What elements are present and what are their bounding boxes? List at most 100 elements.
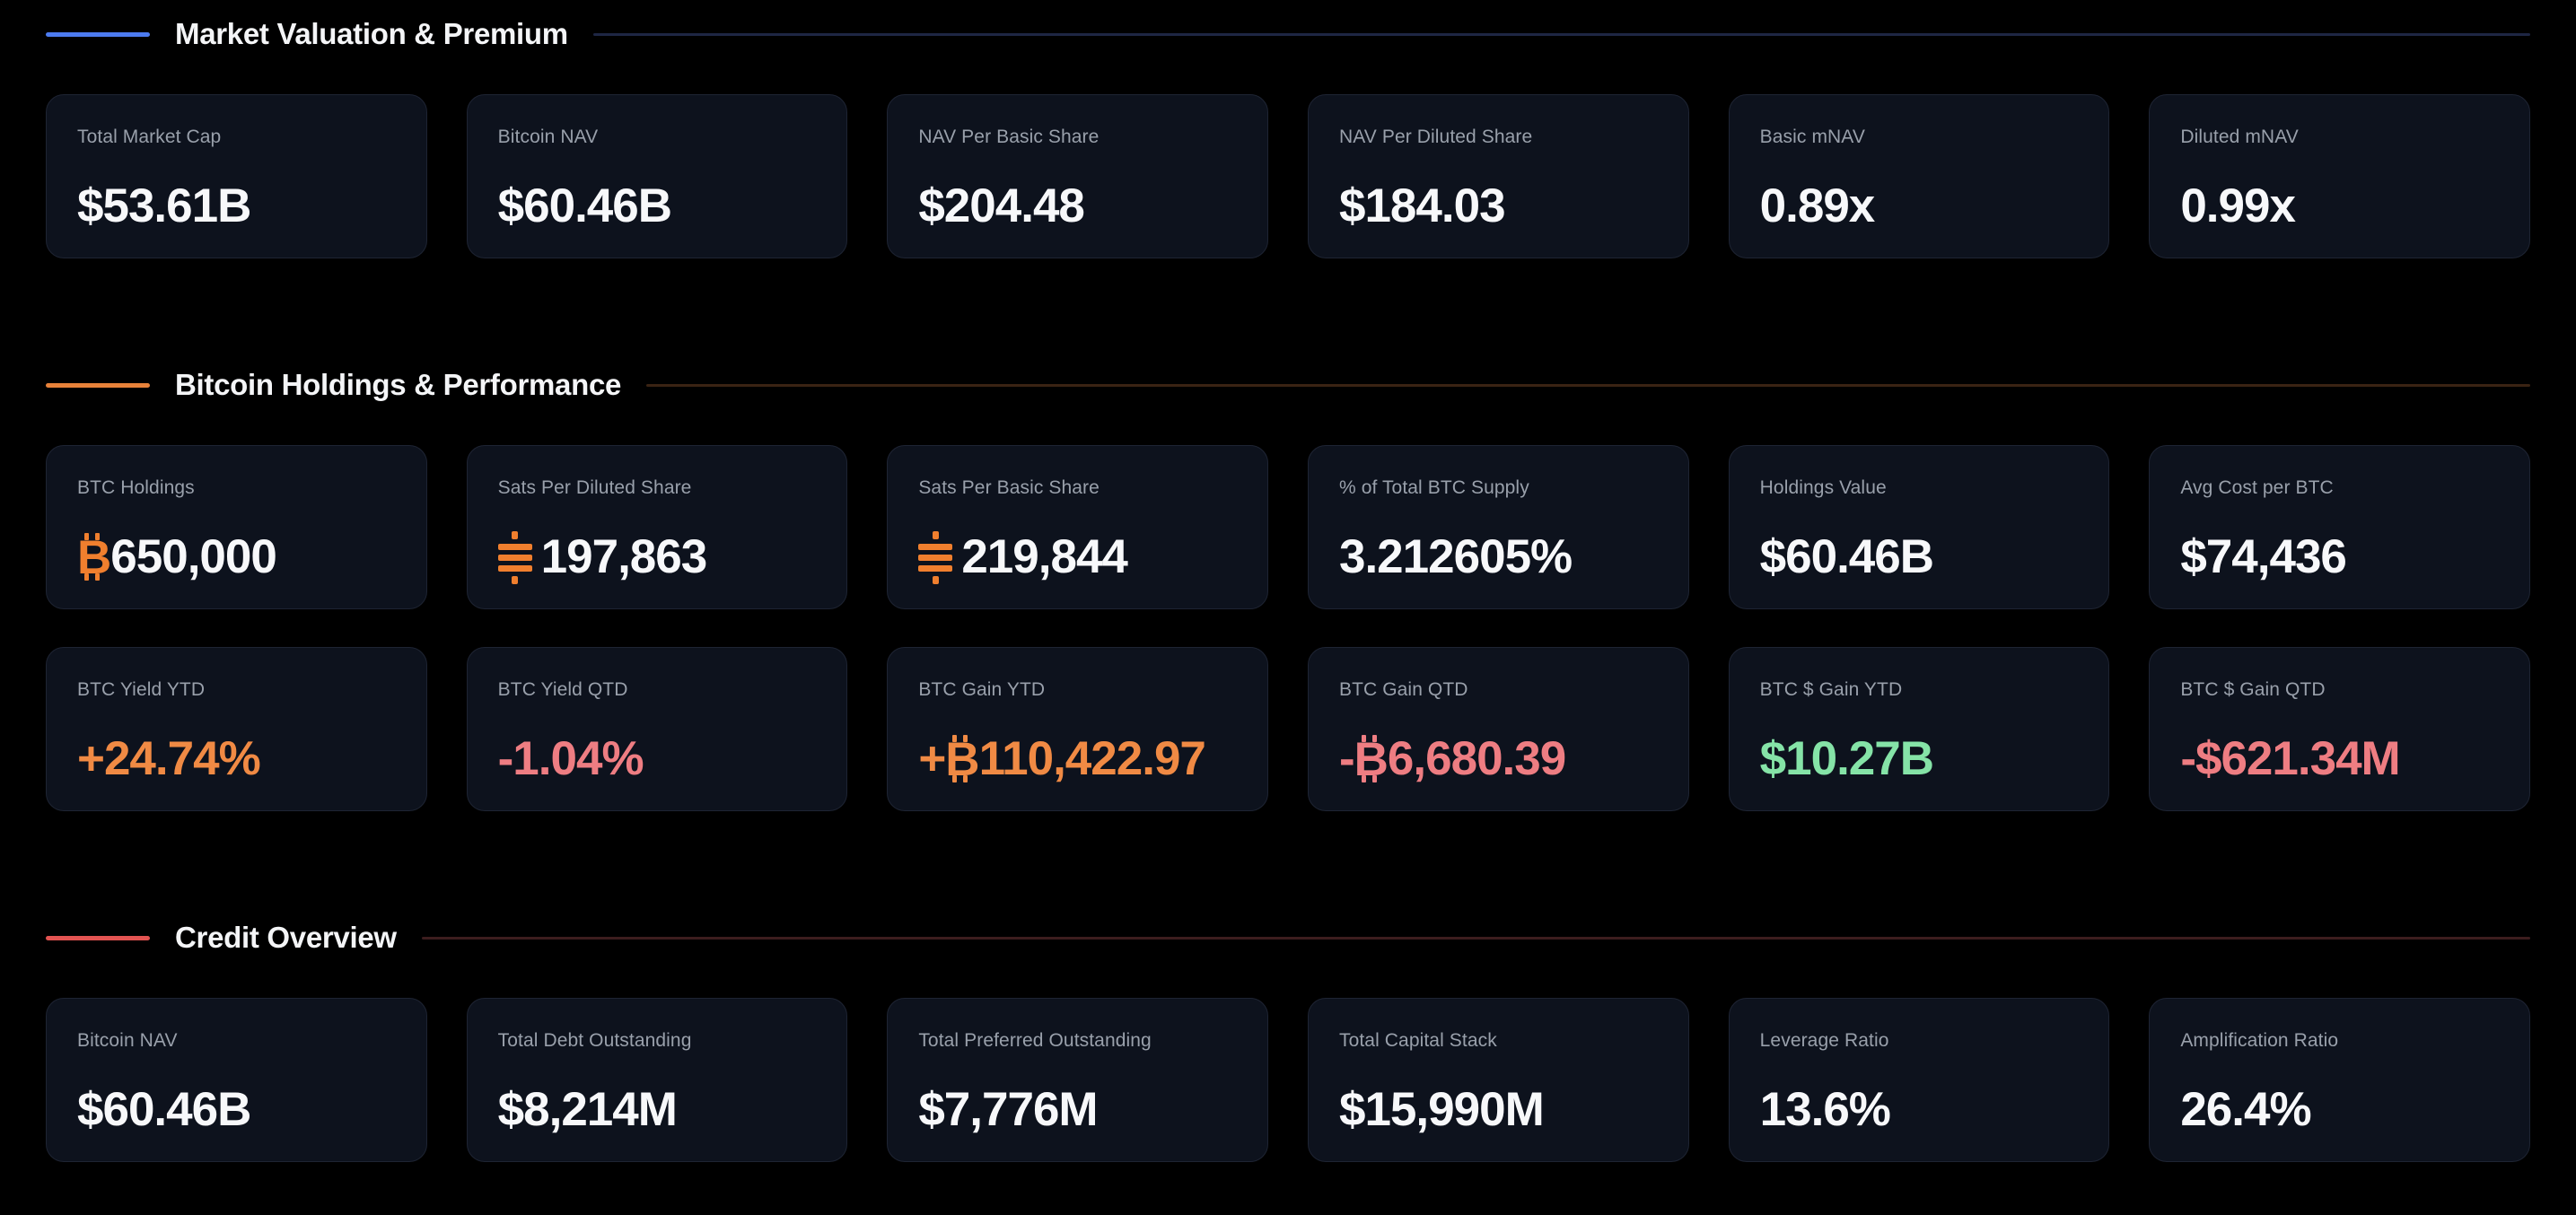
metric-value: 219,844 [918,530,1237,584]
metric-label: Total Market Cap [77,127,222,147]
metric-value-text: $8,214M [497,1083,678,1136]
metric-card: Avg Cost per BTC $74,436 [2149,445,2530,609]
metric-value-text: 3.212605% [1338,530,1573,583]
metric-label: Total Debt Outstanding [497,1030,692,1051]
metric-value: 13.6% [1760,1084,2079,1136]
metric-value: $60.46B [498,180,817,232]
metric-card: Amplification Ratio 26.4% [2149,998,2530,1162]
section-title: Bitcoin Holdings & Performance [175,368,622,401]
btc-symbol-icon: B [945,732,980,786]
metric-value-text: 26.4% [2180,1083,2311,1136]
metric-label: BTC $ Gain QTD [2180,679,2326,700]
metric-card: Leverage Ratio 13.6% [1728,998,2110,1162]
metric-value: $204.48 [918,180,1237,232]
metric-value-text: $15,990M [1338,1083,1545,1136]
metric-value-text: $184.03 [1338,179,1506,232]
metric-label: Basic mNAV [1759,127,1865,147]
metric-card: Bitcoin NAV $60.46B [466,94,848,258]
metric-value: 0.89x [1760,180,2079,232]
metric-label: NAV Per Diluted Share [1338,127,1533,147]
metric-value: 197,863 [497,530,817,584]
metric-card: BTC $ Gain QTD -$621.34M [2149,647,2530,811]
metric-card: NAV Per Diluted Share $184.03 [1307,94,1689,258]
metric-value-text: 197,863 [540,530,708,583]
metric-card: Sats Per Diluted Share 197,863 [466,445,848,609]
metric-value: 0.99x [2180,180,2499,232]
metric-label: Avg Cost per BTC [2180,477,2334,498]
metric-value-text: $10.27B [1759,732,1934,785]
metric-label: Bitcoin NAV [77,1030,178,1051]
sats-symbol-icon [918,530,953,584]
metric-value: $60.46B [77,1084,396,1136]
metric-value-text: 650,000 [110,530,277,583]
section-bitcoin-holdings: Bitcoin Holdings & Performance BTC Holdi… [46,363,2530,811]
metric-value: $53.61B [77,180,396,232]
section-credit-overview: Credit Overview Bitcoin NAV $60.46B Total … [46,916,2530,1162]
metric-card-grid: BTC Holdings B 650,000 Sats Per Diluted Sha… [46,445,2530,811]
metric-label: NAV Per Basic Share [918,127,1100,147]
metric-value-text: + [918,732,946,785]
metric-value-text: $74,436 [2180,530,2347,583]
metric-value-text: +24.74% [77,732,261,785]
metric-card: Total Market Cap $53.61B [46,94,427,258]
metric-value-text: $60.46B [1759,530,1934,583]
metric-value-text: $7,776M [918,1083,1098,1136]
metric-value-text: $60.46B [77,1083,251,1136]
metric-value-text: 110,422.97 [978,732,1206,785]
metric-value-text: 219,844 [961,530,1128,583]
metric-value: - B 6,680.39 [1339,733,1658,785]
metric-value-text: 6,680.39 [1387,732,1566,785]
metric-value: 26.4% [2180,1084,2499,1136]
metric-label: BTC Gain QTD [1338,679,1468,700]
metric-label: Total Capital Stack [1338,1030,1497,1051]
metric-label: BTC Yield YTD [77,679,206,700]
metric-card: Holdings Value $60.46B [1728,445,2110,609]
metric-value: +24.74% [77,733,396,785]
metric-label: Sats Per Diluted Share [497,477,692,498]
metric-label: BTC Holdings [77,477,195,498]
metric-label: % of Total BTC Supply [1338,477,1529,498]
section-header: Bitcoin Holdings & Performance [46,363,2530,406]
section-rule [646,383,2530,387]
metric-card: Total Debt Outstanding $8,214M [466,998,848,1162]
metric-card: BTC Gain YTD + B 110,422.97 [887,647,1268,811]
section-header: Credit Overview [46,916,2530,959]
metric-value: -1.04% [498,733,817,785]
metric-label: Amplification Ratio [2180,1030,2339,1051]
metric-value: B 650,000 [77,531,396,583]
metric-value: $10.27B [1760,733,2079,785]
section-accent-dash [46,935,150,940]
metric-label: Diluted mNAV [2180,127,2299,147]
metric-value-text: $204.48 [918,179,1085,232]
metric-label: Sats Per Basic Share [918,477,1100,498]
btc-symbol-icon: B [77,530,111,584]
metric-label: Total Preferred Outstanding [918,1030,1152,1051]
metric-card: Total Capital Stack $15,990M [1307,998,1689,1162]
metric-card: NAV Per Basic Share $204.48 [887,94,1268,258]
section-header: Market Valuation & Premium [46,13,2530,56]
metric-value: + B 110,422.97 [918,733,1237,785]
metric-value: $74,436 [2180,531,2499,583]
metric-label: Bitcoin NAV [497,127,599,147]
metric-card-grid: Bitcoin NAV $60.46B Total Debt Outstanding… [46,998,2530,1162]
metric-card: BTC Holdings B 650,000 [46,445,427,609]
metric-value-text: 0.99x [2180,179,2296,232]
metric-label: BTC Yield QTD [497,679,628,700]
metric-label: Leverage Ratio [1759,1030,1889,1051]
metric-label: BTC $ Gain YTD [1759,679,1903,700]
metric-value-text: - [1338,732,1355,785]
metric-card: BTC Gain QTD - B 6,680.39 [1307,647,1689,811]
metric-value-text: 13.6% [1759,1083,1891,1136]
metric-value-text: -$621.34M [2180,732,2400,785]
metric-value-text: -1.04% [497,732,644,785]
metric-value-text: $53.61B [77,179,251,232]
metric-value: $184.03 [1339,180,1658,232]
metric-value: $15,990M [1339,1084,1658,1136]
metric-card: Basic mNAV 0.89x [1728,94,2110,258]
metric-label: BTC Gain YTD [918,679,1046,700]
metric-value: $8,214M [498,1084,817,1136]
metric-card: Sats Per Basic Share 219,844 [887,445,1268,609]
metric-value: -$621.34M [2180,733,2499,785]
metric-card: % of Total BTC Supply 3.212605% [1307,445,1689,609]
